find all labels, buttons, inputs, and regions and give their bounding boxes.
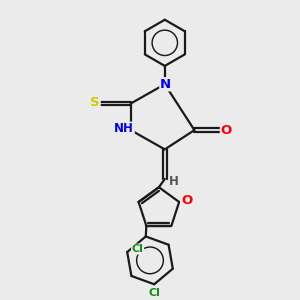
Text: Cl: Cl (149, 288, 161, 298)
Text: O: O (181, 194, 192, 207)
Text: H: H (169, 175, 179, 188)
Text: NH: NH (114, 122, 134, 135)
Text: O: O (220, 124, 232, 136)
Text: N: N (160, 78, 171, 91)
Text: S: S (90, 95, 100, 109)
Text: Cl: Cl (132, 244, 143, 254)
